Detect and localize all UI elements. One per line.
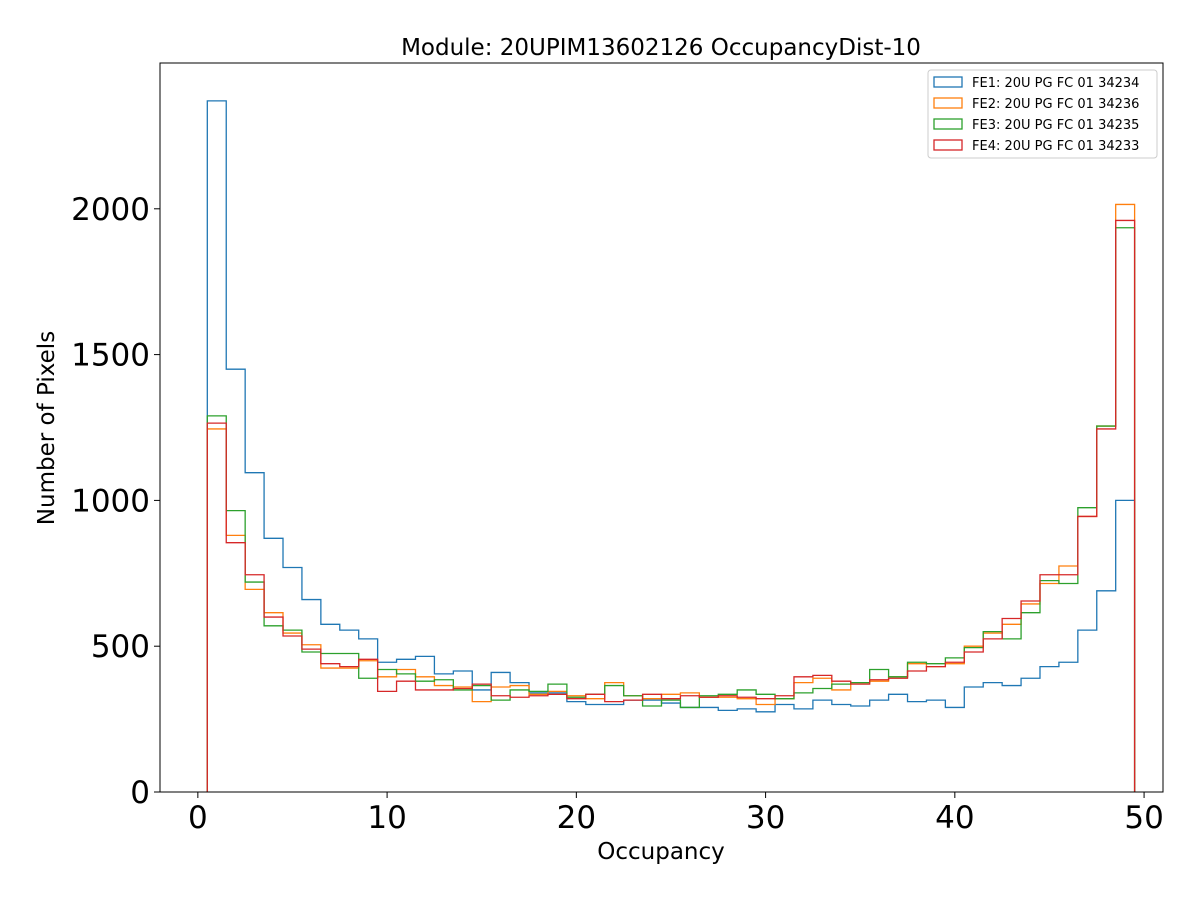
y-axis-label: Number of Pixels [34,331,60,525]
legend-label-fe4: FE4: 20U PG FC 01 34233 [972,139,1139,154]
legend: FE1: 20U PG FC 01 34234 FE2: 20U PG FC 01… [927,69,1158,159]
x-tick-label: 40 [935,800,974,836]
y-axis-ticks: 0 500 1000 1500 2000 [71,192,160,811]
x-axis-label: Occupancy [597,839,725,865]
legend-items: FE1: 20U PG FC 01 34234 FE2: 20U PG FC 01… [933,76,1139,154]
x-tick-label: 50 [1124,800,1163,836]
series-line-fe3 [206,227,1136,792]
legend-swatch-fe3 [933,118,963,130]
y-tick-label: 1000 [71,483,150,519]
x-tick-label: 10 [367,800,406,836]
series-group [206,100,1136,792]
y-tick-label: 1500 [71,338,150,374]
legend-label-fe3: FE3: 20U PG FC 01 34235 [972,118,1139,133]
x-tick-label: 30 [746,800,785,836]
legend-swatch-fe4 [933,139,963,151]
series-line-fe4 [206,219,1136,792]
legend-label-fe2: FE2: 20U PG FC 01 34236 [972,97,1139,112]
x-axis-ticks: 0 10 20 30 40 50 [188,792,1164,836]
plot-frame [159,62,1164,793]
legend-label-fe1: FE1: 20U PG FC 01 34234 [972,76,1139,91]
x-tick-label: 0 [188,800,208,836]
legend-swatch-fe2 [933,97,963,109]
legend-frame [927,69,1158,159]
x-tick-label: 20 [557,800,596,836]
y-tick-label: 500 [91,629,150,665]
y-tick-label: 2000 [71,192,150,228]
chart-title: Module: 20UPIM13602126 OccupancyDist-10 [401,35,921,61]
y-tick-label: 0 [130,775,150,811]
plot-background [160,63,1163,792]
plot-area [159,62,1164,793]
legend-swatch-fe1 [933,76,963,88]
